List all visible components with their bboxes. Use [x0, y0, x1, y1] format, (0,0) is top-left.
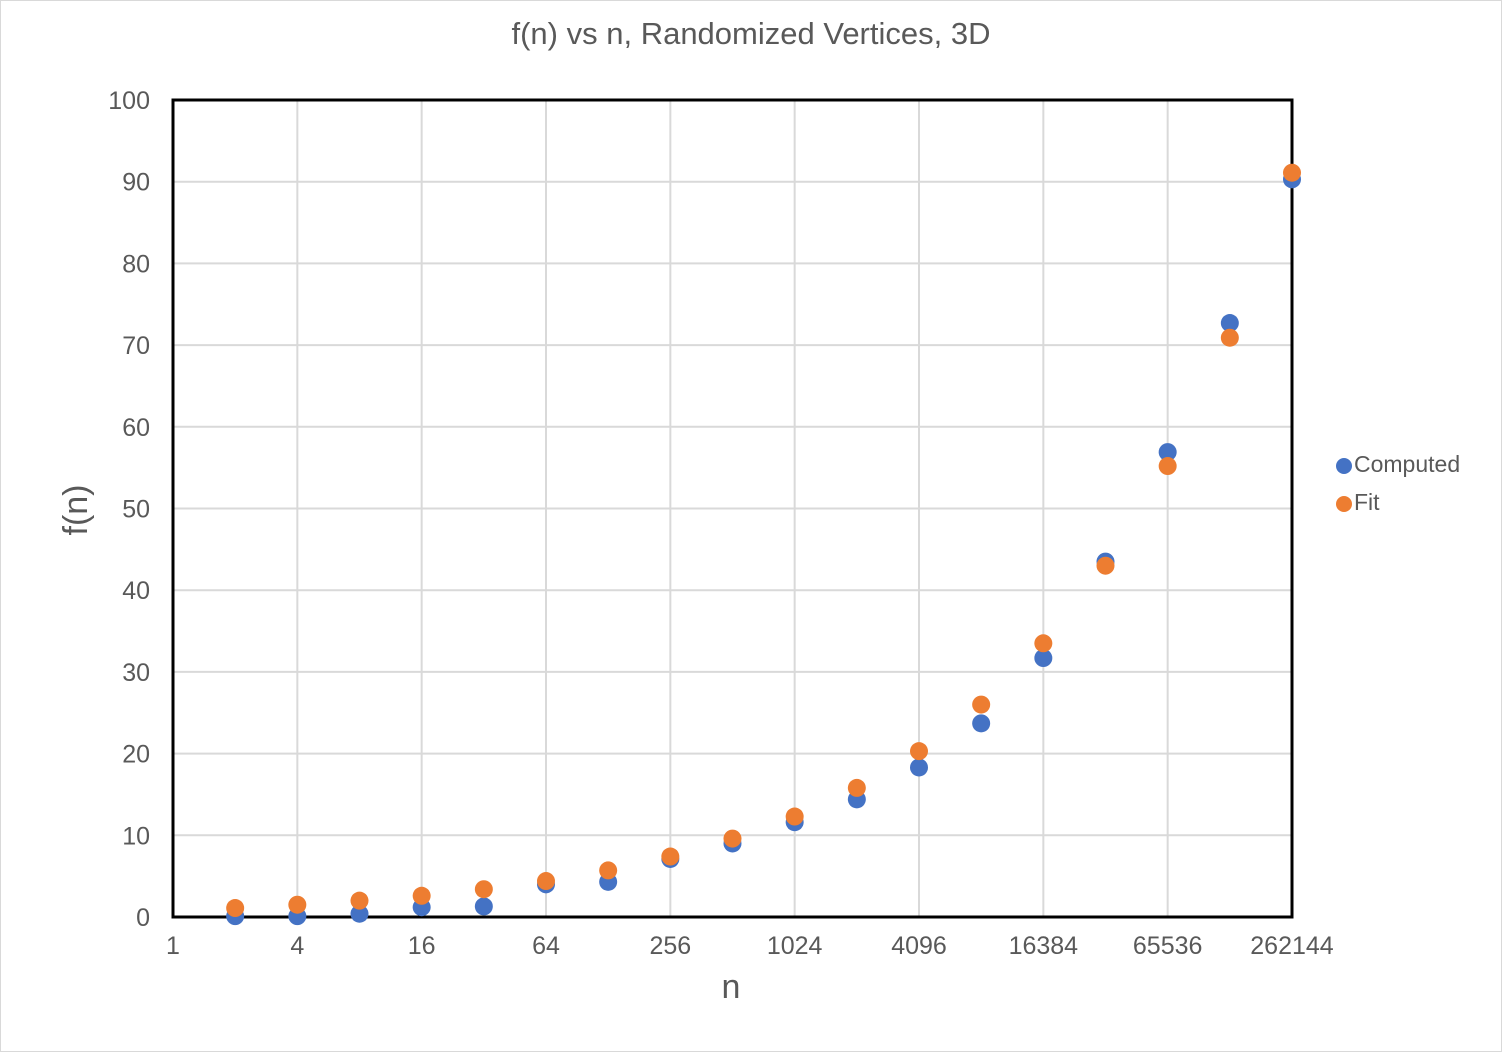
- y-tick-label: 40: [122, 577, 150, 605]
- y-tick-label: 30: [122, 659, 150, 687]
- data-point-computed: [972, 714, 991, 733]
- data-point-computed: [474, 897, 493, 916]
- x-tick-label: 4096: [891, 932, 947, 960]
- y-tick-label: 100: [108, 87, 150, 115]
- data-point-computed: [1158, 443, 1177, 462]
- data-point-computed: [1034, 649, 1053, 668]
- data-point-computed: [910, 758, 928, 777]
- x-axis-title: n: [722, 968, 741, 1006]
- y-axis-tick-labels: 0 10 20 30 40 50 60 70 80 90 100: [108, 87, 150, 932]
- data-point-fit: [599, 861, 618, 880]
- data-point-fit: [1220, 328, 1239, 347]
- y-tick-label: 70: [122, 332, 150, 360]
- data-point-computed: [350, 904, 369, 923]
- plot-area-border: [171, 98, 1294, 919]
- data-point-fit: [910, 742, 928, 761]
- legend-marker-computed: [1336, 458, 1352, 474]
- data-point-fit: [1034, 634, 1053, 653]
- data-point-fit: [785, 807, 804, 826]
- x-axis-tick-labels: 1 4 16 64 256 1024 4096 16384 65536 262144: [166, 932, 1334, 960]
- y-tick-label: 10: [122, 822, 150, 850]
- data-point-fit: [1158, 457, 1177, 476]
- x-tick-label: 1024: [767, 932, 823, 960]
- data-point-fit: [1096, 556, 1115, 575]
- data-point-fit: [661, 847, 680, 866]
- legend-label-fit: Fit: [1354, 489, 1380, 515]
- data-point-fit: [1283, 163, 1301, 182]
- x-tick-label: 4: [290, 932, 304, 960]
- data-point-fit: [723, 829, 742, 848]
- y-tick-label: 80: [122, 250, 150, 278]
- data-point-fit: [847, 778, 866, 797]
- x-tick-label: 1: [166, 932, 180, 960]
- data-point-fit: [350, 891, 369, 910]
- y-tick-label: 0: [136, 904, 150, 932]
- y-tick-label: 90: [122, 169, 150, 197]
- horizontal-gridlines: [173, 99, 1292, 918]
- legend-label-computed: Computed: [1354, 451, 1460, 477]
- legend-marker-fit: [1336, 496, 1352, 512]
- x-tick-label: 262144: [1250, 932, 1334, 960]
- x-tick-label: 16384: [1009, 932, 1079, 960]
- y-tick-label: 60: [122, 414, 150, 442]
- y-axis-title: f(n): [57, 485, 95, 536]
- x-tick-label: 256: [649, 932, 691, 960]
- data-point-fit: [412, 886, 431, 905]
- y-tick-label: 20: [122, 741, 150, 769]
- data-point-fit: [972, 695, 991, 714]
- x-tick-label: 65536: [1133, 932, 1203, 960]
- legend: Computed Fit: [1336, 451, 1460, 515]
- series-fit: [226, 163, 1301, 918]
- chart-title: f(n) vs n, Randomized Vertices, 3D: [512, 16, 991, 51]
- data-point-fit: [226, 899, 245, 918]
- data-point-computed: [1220, 314, 1239, 333]
- data-point-fit: [288, 895, 307, 914]
- x-tick-label: 64: [532, 932, 560, 960]
- data-points: [226, 163, 1301, 926]
- series-computed: [226, 170, 1301, 926]
- data-point-fit: [474, 880, 493, 899]
- x-tick-label: 16: [408, 932, 436, 960]
- data-point-fit: [537, 872, 555, 891]
- y-tick-label: 50: [122, 496, 150, 524]
